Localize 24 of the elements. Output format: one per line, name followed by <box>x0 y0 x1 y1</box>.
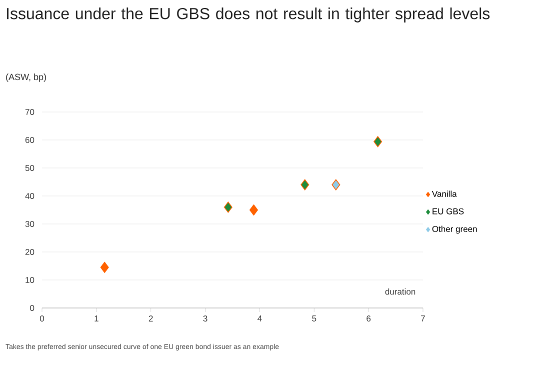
x-tick-label: 5 <box>312 316 316 322</box>
legend-label: EU GBS <box>432 208 464 214</box>
x-tick-label: 6 <box>366 316 371 322</box>
x-axis-title: duration <box>385 288 416 295</box>
y-tick-label: 10 <box>26 276 34 283</box>
y-tick-label: 70 <box>25 108 34 115</box>
x-tick-label: 4 <box>258 316 262 322</box>
y-tick-label: 20 <box>25 248 34 255</box>
y-tick-label: 0 <box>30 304 34 311</box>
x-tick-label: 0 <box>40 316 44 322</box>
x-tick-label: 1 <box>94 316 98 322</box>
point <box>100 262 109 274</box>
y-tick-label: 40 <box>25 192 34 199</box>
y-tick-label: 60 <box>25 136 34 143</box>
x-tick-label: 3 <box>203 316 208 322</box>
x-tick-label: 2 <box>148 316 153 322</box>
chart-title: Issuance under the EU GBS does not result in tighter spread levels <box>7 8 490 22</box>
legend-label: Other green <box>432 226 477 234</box>
y-tick-label: 50 <box>25 164 34 171</box>
y-tick-label: 30 <box>25 220 34 227</box>
chart-subtitle: (ASW, bp) <box>6 74 46 82</box>
legend-label: Vanilla <box>432 190 457 197</box>
point <box>249 204 258 216</box>
x-tick-label: 7 <box>421 316 425 322</box>
